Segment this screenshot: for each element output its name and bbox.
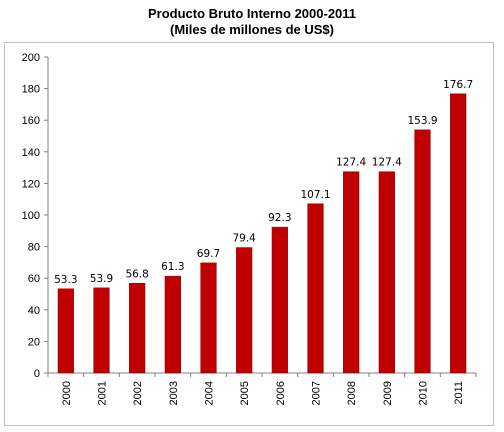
bar: [271, 226, 288, 374]
x-tick-label: 2000: [61, 381, 73, 405]
bar: [129, 283, 146, 374]
x-tick-label: 2011: [453, 381, 465, 405]
x-tick-label: 2002: [132, 381, 144, 405]
y-tick-label: 160: [22, 115, 40, 127]
x-tick-label: 2005: [239, 381, 251, 405]
y-tick-label: 40: [28, 305, 40, 317]
data-label: 107.1: [300, 189, 330, 201]
data-label: 92.3: [268, 212, 291, 224]
data-label: 79.4: [232, 233, 256, 245]
bar: [414, 129, 431, 374]
bar: [450, 93, 467, 374]
bar: [343, 171, 360, 374]
x-tick-label: 2004: [204, 381, 216, 405]
data-label: 153.9: [407, 115, 437, 127]
y-tick-label: 200: [22, 52, 40, 64]
x-tick-label: 2009: [382, 381, 394, 405]
bar: [307, 203, 324, 374]
chart-title: Producto Bruto Interno 2000-2011: [147, 6, 357, 21]
data-label: 69.7: [197, 248, 220, 260]
data-label: 176.7: [443, 79, 473, 91]
bar: [57, 288, 74, 374]
bar: [378, 171, 395, 374]
x-tick-label: 2003: [168, 381, 180, 405]
x-tick-label: 2008: [346, 381, 358, 405]
data-label: 61.3: [161, 261, 184, 273]
y-tick-label: 100: [22, 210, 40, 222]
x-tick-label: 2006: [275, 381, 287, 405]
bar: [236, 247, 253, 374]
y-tick-label: 0: [34, 368, 40, 380]
y-tick-label: 80: [28, 242, 40, 254]
bar: [93, 287, 110, 374]
y-tick-label: 20: [28, 336, 40, 348]
y-tick-label: 180: [22, 84, 40, 96]
bar: [200, 262, 217, 374]
bar: [164, 275, 181, 374]
data-label: 56.8: [125, 268, 148, 280]
y-tick-label: 140: [22, 147, 40, 159]
x-tick-label: 2001: [97, 381, 109, 405]
y-tick-label: 120: [22, 178, 40, 190]
x-tick-label: 2007: [311, 381, 323, 405]
x-tick-label: 2010: [418, 381, 430, 405]
chart-subtitle: (Miles de millones de US$): [170, 22, 334, 37]
data-label: 127.4: [372, 157, 402, 169]
data-label: 53.3: [54, 274, 77, 286]
y-tick-label: 60: [28, 273, 40, 285]
data-label: 53.9: [90, 273, 113, 285]
data-label: 127.4: [336, 157, 366, 169]
